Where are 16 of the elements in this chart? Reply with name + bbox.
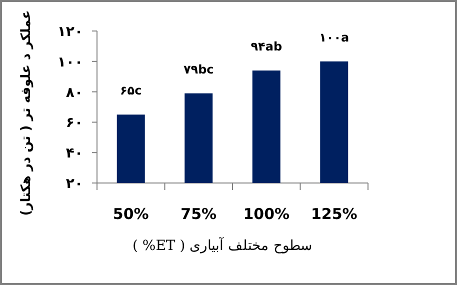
y-tick-label: ۱۰۰ <box>57 54 83 70</box>
y-tick-label: ۲۰ <box>66 176 83 192</box>
y-tick-label: ۸۰ <box>66 84 83 101</box>
x-tick-label: 50% <box>112 205 149 223</box>
x-tick-label: 125% <box>310 205 358 223</box>
x-tick-label: 75% <box>180 205 217 223</box>
y-tick-label: ۱۲۰ <box>57 24 83 40</box>
data-label: ۹۴ab <box>250 40 282 54</box>
x-tick-label: 100% <box>243 205 290 223</box>
y-tick-label: ۴۰ <box>66 146 83 162</box>
data-label: ۱۰۰a <box>319 30 350 44</box>
y-axis-title: عملکر د علوفه تر ( تن در هکتار) <box>19 10 34 216</box>
data-label: ۷۹bc <box>183 62 214 76</box>
y-tick-label: ۶۰ <box>66 115 83 132</box>
x-axis-title: سطوح مختلف آبیاری ( ET% ) <box>132 236 313 254</box>
data-label: ۶۵c <box>120 84 142 98</box>
